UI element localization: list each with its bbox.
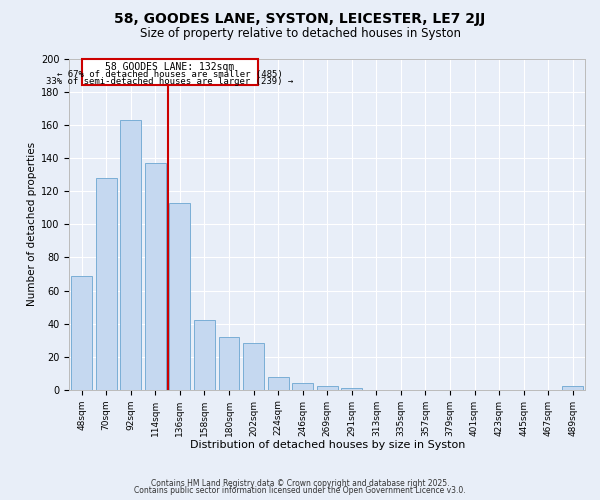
Bar: [71, 276, 92, 390]
Text: 58 GOODES LANE: 132sqm: 58 GOODES LANE: 132sqm: [106, 62, 235, 72]
Bar: [121, 120, 141, 390]
Bar: [268, 376, 289, 390]
Text: Size of property relative to detached houses in Syston: Size of property relative to detached ho…: [139, 28, 461, 40]
Bar: [292, 383, 313, 390]
Text: 58, GOODES LANE, SYSTON, LEICESTER, LE7 2JJ: 58, GOODES LANE, SYSTON, LEICESTER, LE7 …: [115, 12, 485, 26]
Bar: [169, 203, 190, 390]
Bar: [243, 344, 264, 390]
X-axis label: Distribution of detached houses by size in Syston: Distribution of detached houses by size …: [190, 440, 465, 450]
Bar: [96, 178, 116, 390]
Bar: [317, 386, 338, 390]
Text: 33% of semi-detached houses are larger (239) →: 33% of semi-detached houses are larger (…: [46, 77, 293, 86]
Text: Contains public sector information licensed under the Open Government Licence v3: Contains public sector information licen…: [134, 486, 466, 495]
Y-axis label: Number of detached properties: Number of detached properties: [27, 142, 37, 306]
Bar: [562, 386, 583, 390]
Bar: [341, 388, 362, 390]
Bar: [218, 337, 239, 390]
Bar: [194, 320, 215, 390]
Bar: [145, 163, 166, 390]
Text: ← 67% of detached houses are smaller (485): ← 67% of detached houses are smaller (48…: [57, 70, 283, 78]
FancyBboxPatch shape: [82, 59, 259, 86]
Text: Contains HM Land Registry data © Crown copyright and database right 2025.: Contains HM Land Registry data © Crown c…: [151, 478, 449, 488]
